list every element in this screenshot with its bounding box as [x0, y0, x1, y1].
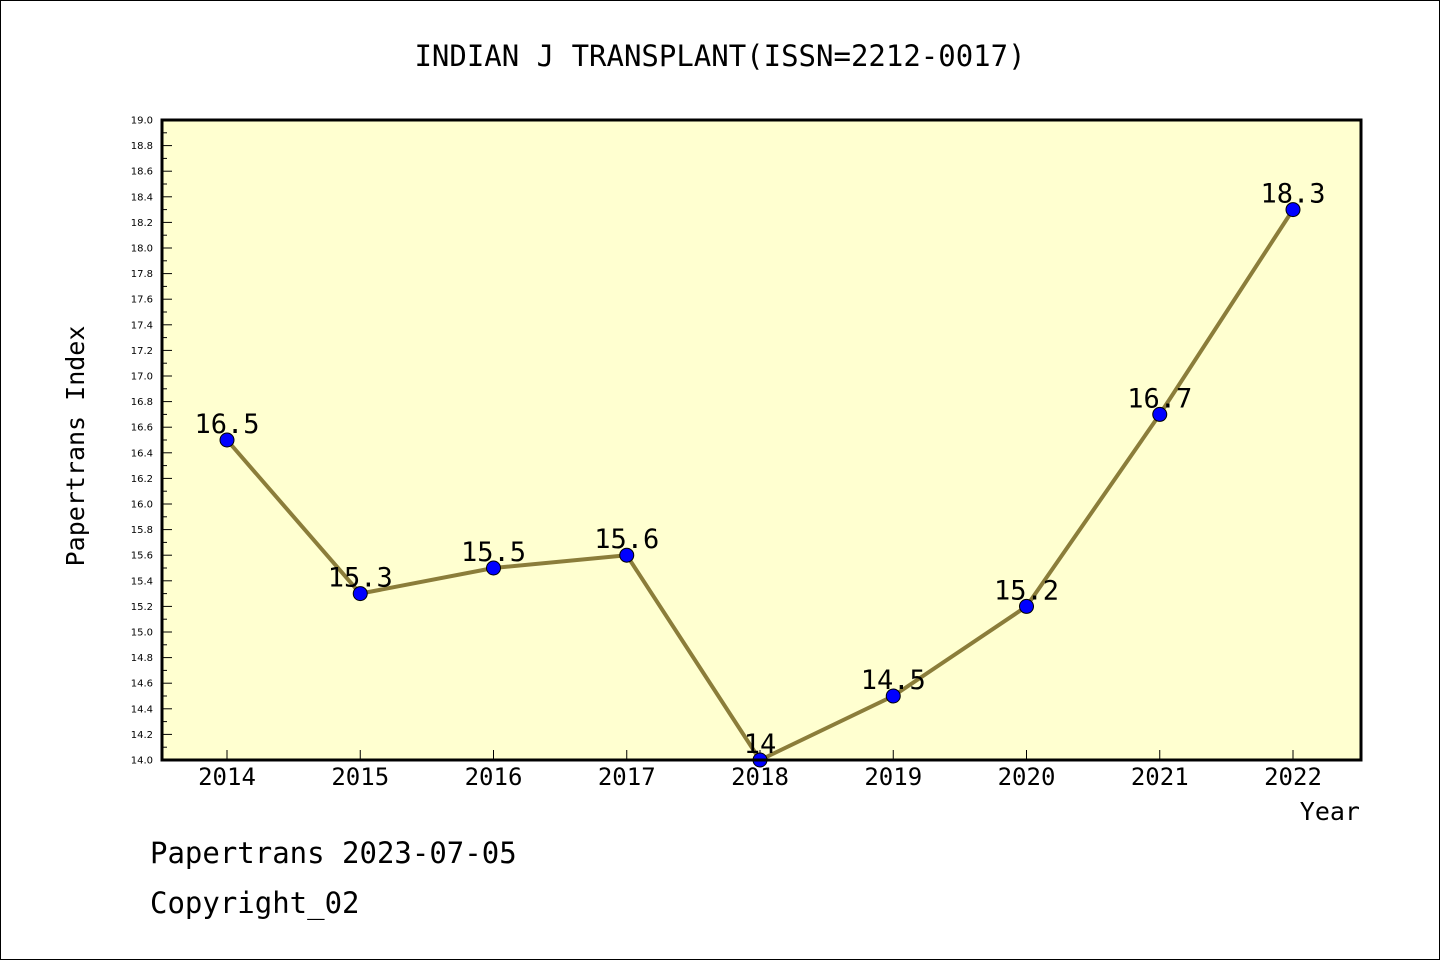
data-point: [219, 432, 235, 448]
data-label: 15.2: [994, 575, 1059, 606]
y-tick-label: 14.8: [131, 653, 153, 664]
x-tick-label: 2015: [331, 763, 389, 791]
y-tick-label: 18.6: [131, 167, 153, 178]
data-point: [1152, 406, 1168, 422]
data-label: 16.7: [1127, 383, 1192, 414]
x-tick-label: 2020: [998, 763, 1056, 791]
y-tick-label: 16.6: [131, 423, 153, 434]
data-point: [619, 547, 635, 563]
data-label: 15.5: [461, 537, 526, 568]
y-tick-label: 17.0: [131, 372, 153, 383]
y-tick-label: 16.2: [131, 474, 153, 485]
y-tick-label: 15.2: [131, 602, 153, 613]
y-tick-label: 17.6: [131, 295, 153, 306]
y-axis-label: Papertrans Index: [61, 326, 90, 567]
x-tick-label: 2019: [864, 763, 922, 791]
y-tick-label: 18.4: [131, 192, 153, 203]
footer-date-text: Papertrans 2023-07-05: [150, 836, 517, 870]
x-tick-label: 2017: [598, 763, 656, 791]
data-point: [1285, 202, 1301, 218]
y-tick-label: 17.4: [131, 320, 153, 331]
y-tick-label: 16.0: [131, 500, 153, 511]
x-tick-label: 2022: [1264, 763, 1322, 791]
x-axis-label: Year: [1300, 797, 1360, 826]
x-axis-tick-labels: 2014 2015 2016 2017 2018 2019 2020 2021 2022: [198, 763, 1322, 791]
data-label: 16.5: [194, 409, 259, 440]
y-axis-tick-labels: 14.0 14.2 14.4 14.6 14.8 15.0 15.2 15.4 15.6 15.8…: [131, 116, 153, 767]
y-tick-label: 16.8: [131, 397, 153, 408]
y-tick-label: 16.4: [131, 448, 153, 459]
y-tick-label: 18.8: [131, 141, 153, 152]
y-tick-label: 15.8: [131, 525, 153, 536]
y-tick-label: 14.6: [131, 679, 153, 690]
x-tick-label: 2018: [731, 763, 789, 791]
data-label: 18.3: [1260, 179, 1325, 210]
data-point: [486, 560, 501, 576]
data-label: 15.3: [328, 563, 393, 594]
data-point: [1019, 598, 1034, 614]
y-tick-label: 17.2: [131, 346, 153, 357]
y-tick-label: 15.4: [131, 576, 153, 587]
data-label: 14.5: [861, 665, 926, 696]
y-tick-label: 17.8: [131, 269, 153, 280]
y-tick-label: 18.0: [131, 244, 153, 255]
plot-border: [160, 118, 1363, 762]
footer-copyright-text: Copyright_02: [150, 886, 360, 920]
y-tick-label: 14.0: [131, 756, 153, 767]
data-label: 14: [744, 729, 777, 760]
x-tick-label: 2016: [465, 763, 523, 791]
data-point: [885, 688, 901, 704]
data-point: [352, 586, 368, 602]
y-tick-label: 19.0: [131, 116, 153, 127]
y-tick-label: 14.4: [131, 704, 153, 715]
plot-area: [162, 120, 1361, 760]
data-label: 15.6: [594, 524, 659, 555]
y-tick-label: 18.2: [131, 218, 153, 229]
x-tick-label: 2014: [198, 763, 256, 791]
x-tick-label: 2021: [1131, 763, 1189, 791]
y-tick-label: 15.6: [131, 551, 153, 562]
data-labels: 16.5 15.3 15.5 15.6 14 14.5 15.2 16.7 18.3: [194, 179, 1325, 760]
chart-title: INDIAN J TRANSPLANT(ISSN=2212-0017): [414, 39, 1025, 73]
y-tick-label: 14.2: [131, 730, 153, 741]
y-tick-label: 15.0: [131, 628, 153, 639]
